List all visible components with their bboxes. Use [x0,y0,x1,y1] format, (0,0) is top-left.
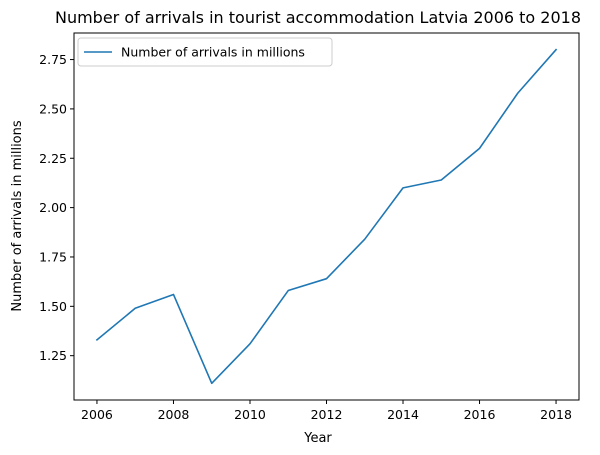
plot-frame [73,32,580,401]
x-tick-label: 2016 [464,407,496,422]
series-line [95,48,558,385]
y-tick-label: 2.50 [39,101,67,116]
y-tick-label: 2.00 [39,200,67,215]
x-tick-label: 2010 [234,407,266,422]
chart-title: Number of arrivals in tourist accommodat… [55,8,581,27]
y-tick-label: 2.75 [39,52,67,67]
x-tick-label: 2006 [81,407,113,422]
legend-box [77,37,333,67]
y-tick-label: 1.50 [39,299,67,314]
x-axis-label: Year [303,431,332,446]
axis-ticks: 2006 2008 2010 2012 2014 2016 2018 1.25 1.50 1.75… [39,52,572,422]
y-tick-label: 1.75 [39,249,67,264]
legend: Number of arrivals in millions [77,37,333,67]
y-tick-label: 1.25 [39,348,67,363]
legend-entry-label: Number of arrivals in millions [121,45,305,60]
x-tick-label: 2012 [311,407,343,422]
series-layer [95,48,558,385]
plot-area [73,32,580,401]
x-tick-label: 2008 [158,407,190,422]
x-tick-label: 2014 [387,407,419,422]
y-tick-label: 2.25 [39,151,67,166]
x-tick-label: 2018 [540,407,572,422]
y-axis-label: Number of arrivals in millions [10,120,25,312]
